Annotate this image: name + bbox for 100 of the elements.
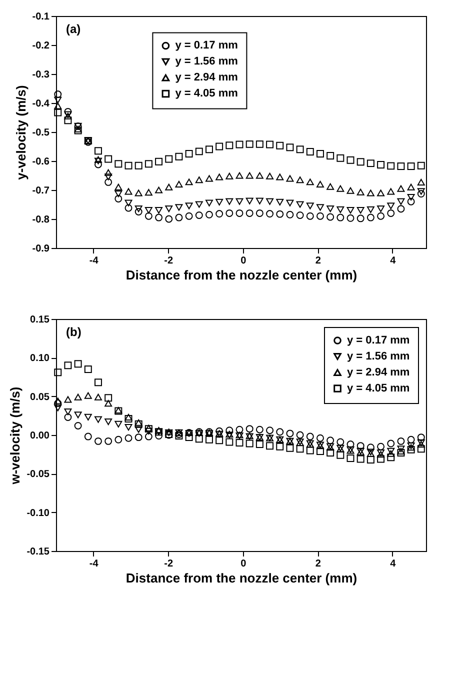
point <box>286 144 294 152</box>
point <box>144 432 152 440</box>
y-tick-label: -0.05 <box>26 469 50 480</box>
point <box>377 449 385 456</box>
point <box>336 451 344 459</box>
point <box>124 188 132 195</box>
point <box>216 174 224 180</box>
point <box>64 108 72 116</box>
point <box>124 424 132 431</box>
point <box>175 152 183 160</box>
point <box>387 450 395 457</box>
point <box>205 146 213 154</box>
point <box>195 148 203 156</box>
point <box>195 435 203 443</box>
point <box>104 178 112 186</box>
point <box>377 212 385 220</box>
point <box>366 456 374 464</box>
point <box>377 455 385 463</box>
point <box>246 209 254 217</box>
point <box>306 432 314 440</box>
point <box>226 198 234 205</box>
point <box>256 198 264 204</box>
point <box>216 427 224 435</box>
point <box>185 150 193 158</box>
point <box>316 212 324 220</box>
point <box>276 428 284 436</box>
point <box>397 437 405 445</box>
legend-label: y = 0.17 mm <box>175 40 238 52</box>
point <box>195 211 203 219</box>
point <box>276 198 284 206</box>
legend-label: y = 1.56 mm <box>347 350 410 362</box>
point <box>134 190 142 196</box>
point <box>216 142 224 150</box>
point <box>134 434 142 442</box>
point <box>296 211 304 219</box>
point <box>104 155 112 163</box>
point <box>64 408 72 416</box>
point <box>387 440 395 448</box>
point <box>54 404 62 412</box>
point <box>387 448 395 455</box>
point <box>114 190 122 198</box>
point <box>216 198 224 206</box>
legend-label: y = 2.94 mm <box>347 366 410 378</box>
x-axis-title: Distance from the nozzle center (mm) <box>126 268 358 282</box>
point <box>256 440 264 448</box>
point <box>74 126 82 134</box>
point <box>236 198 244 205</box>
point <box>236 172 244 179</box>
point <box>417 434 425 442</box>
point <box>185 434 193 442</box>
point <box>326 183 334 190</box>
legend-label: y = 2.94 mm <box>175 72 238 84</box>
point <box>377 206 385 212</box>
point <box>397 185 405 192</box>
point <box>366 444 374 452</box>
point <box>256 209 264 217</box>
point <box>366 160 374 168</box>
point <box>144 189 152 196</box>
y-tick-label: 0.10 <box>30 353 50 364</box>
point <box>316 204 324 211</box>
point <box>195 201 203 208</box>
point <box>104 400 112 407</box>
y-tick-label: -0.10 <box>26 508 50 519</box>
y-tick-label: -0.15 <box>26 546 50 558</box>
point <box>377 190 385 196</box>
point <box>175 204 183 211</box>
point <box>417 188 425 195</box>
point <box>134 206 142 212</box>
point <box>114 184 122 190</box>
point <box>134 162 142 170</box>
point <box>387 162 395 170</box>
point <box>387 202 395 210</box>
point <box>236 140 244 148</box>
x-tick-label: -2 <box>164 558 174 570</box>
point <box>316 434 324 442</box>
point <box>155 186 163 194</box>
point <box>356 455 364 463</box>
y-tick-label: -0.8 <box>32 214 50 226</box>
point <box>326 213 334 221</box>
point <box>236 209 244 217</box>
point <box>296 445 304 453</box>
point <box>336 185 344 192</box>
point <box>346 440 354 448</box>
point <box>114 436 122 444</box>
x-tick-label: -4 <box>89 558 99 570</box>
point <box>286 210 294 218</box>
point <box>155 158 163 166</box>
point <box>175 432 183 440</box>
point <box>356 214 364 222</box>
point <box>94 437 102 445</box>
point <box>326 449 334 457</box>
point <box>407 184 415 190</box>
point <box>256 172 264 179</box>
point <box>417 190 425 198</box>
point <box>296 201 304 208</box>
x-tick-label: 0 <box>240 256 247 266</box>
point <box>84 392 92 399</box>
point <box>54 108 62 116</box>
y-axis-title: y-velocity (m/s) <box>13 85 28 180</box>
y-tick-label: -0.6 <box>32 156 50 168</box>
